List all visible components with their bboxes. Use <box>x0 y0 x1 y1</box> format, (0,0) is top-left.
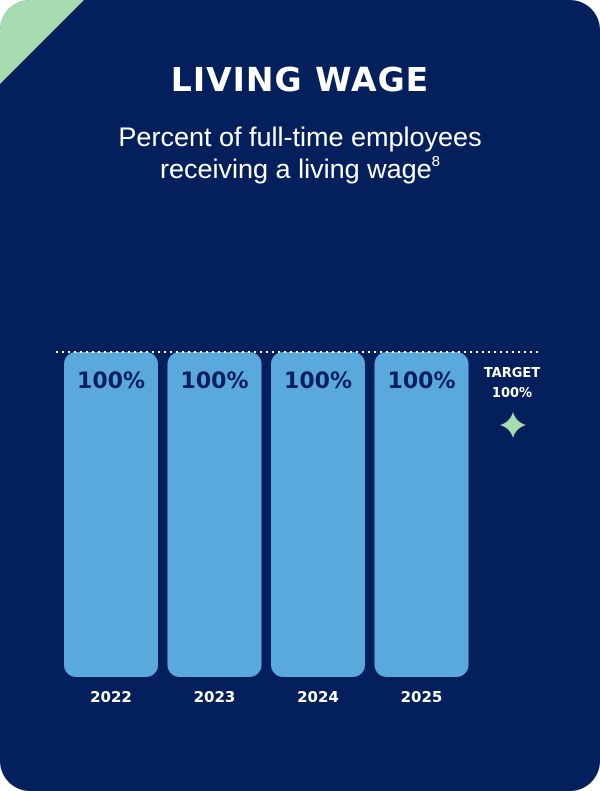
subtitle-line-1: Percent of full-time employees <box>118 122 482 152</box>
footnote-marker: 8 <box>431 153 440 170</box>
bar-2023 <box>167 352 262 677</box>
sparkle-icon <box>500 412 526 438</box>
bar-2025 <box>374 352 469 677</box>
bar-2022 <box>64 352 158 677</box>
subtitle-line-2-text: receiving a living wage <box>160 154 432 184</box>
x-tick-label-2024: 2024 <box>297 688 339 706</box>
bar-2024 <box>271 352 365 677</box>
target-label-line-2: 100% <box>492 386 532 401</box>
data-label-2022: 100% <box>77 369 145 394</box>
target-label-line-1: TARGET <box>484 366 540 381</box>
x-tick-label-2022: 2022 <box>90 688 132 706</box>
data-label-2024: 100% <box>284 369 352 394</box>
corner-accent <box>0 0 84 84</box>
data-label-2025: 100% <box>388 369 456 394</box>
chart-title: LIVING WAGE <box>170 60 430 99</box>
x-tick-label-2025: 2025 <box>401 688 443 706</box>
subtitle-line-2: receiving a living wage8 <box>0 153 600 185</box>
x-tick-label-2023: 2023 <box>194 688 236 706</box>
data-label-2023: 100% <box>181 369 249 394</box>
chart-subtitle: Percent of full-time employees receiving… <box>0 121 600 185</box>
